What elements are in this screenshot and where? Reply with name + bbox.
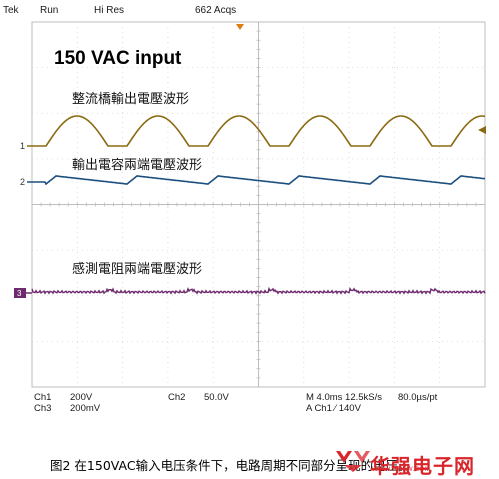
ch1-name: Ch1 — [34, 392, 52, 403]
trigger-position-marker — [236, 24, 244, 30]
graticule-grid — [31, 21, 486, 388]
trigger-level-marker — [478, 126, 486, 134]
plot-title: 150 VAC input — [54, 48, 182, 69]
acq-mode: Hi Res — [94, 5, 125, 16]
ch2-name: Ch2 — [168, 392, 186, 403]
figure-caption: 图2 在150VAC输入电压条件下，电路周期不同部分呈现的电压。 — [50, 458, 411, 473]
site-logo-icon — [336, 451, 370, 472]
ch1-ground-marker: 1 — [20, 141, 32, 151]
svg-text:1: 1 — [20, 141, 25, 151]
ch1-annotation: 整流橋輸出電壓波形 — [72, 92, 190, 107]
ch1-scale: 200V — [70, 392, 93, 403]
ch3-ground-marker: 3 — [14, 288, 32, 298]
brand-label: Tek — [3, 5, 19, 16]
ch3-annotation: 感測電阻兩端電壓波形 — [72, 262, 203, 277]
svg-text:3: 3 — [17, 289, 22, 298]
svg-text:2: 2 — [20, 177, 25, 187]
trigger-readout: A Ch1 ∕ 140V — [306, 403, 361, 414]
ch1-rectifier-waveform — [32, 115, 486, 147]
watermark-text: 华强电子网 — [370, 454, 475, 478]
ch3-scale: 200mV — [70, 403, 101, 414]
ch3-sense-resistor-waveform — [31, 286, 486, 295]
ch2-scale: 50.0V — [204, 392, 229, 403]
resolution-readout: 80.0µs/pt — [398, 392, 438, 403]
ch2-capacitor-waveform — [32, 175, 486, 186]
watermark-url: WWW.HQEW.COM — [372, 467, 431, 473]
acq-count: 662 Acqs — [195, 5, 237, 16]
ch2-ground-marker: 2 — [20, 177, 32, 187]
run-state: Run — [40, 5, 59, 16]
ch3-name: Ch3 — [34, 403, 52, 414]
ch2-annotation: 輸出電容兩端電壓波形 — [72, 158, 203, 173]
timebase-readout: M 4.0ms 12.5kS/s — [306, 392, 383, 403]
scope-header: Tek Run Hi Res 662 Acqs — [0, 0, 499, 22]
